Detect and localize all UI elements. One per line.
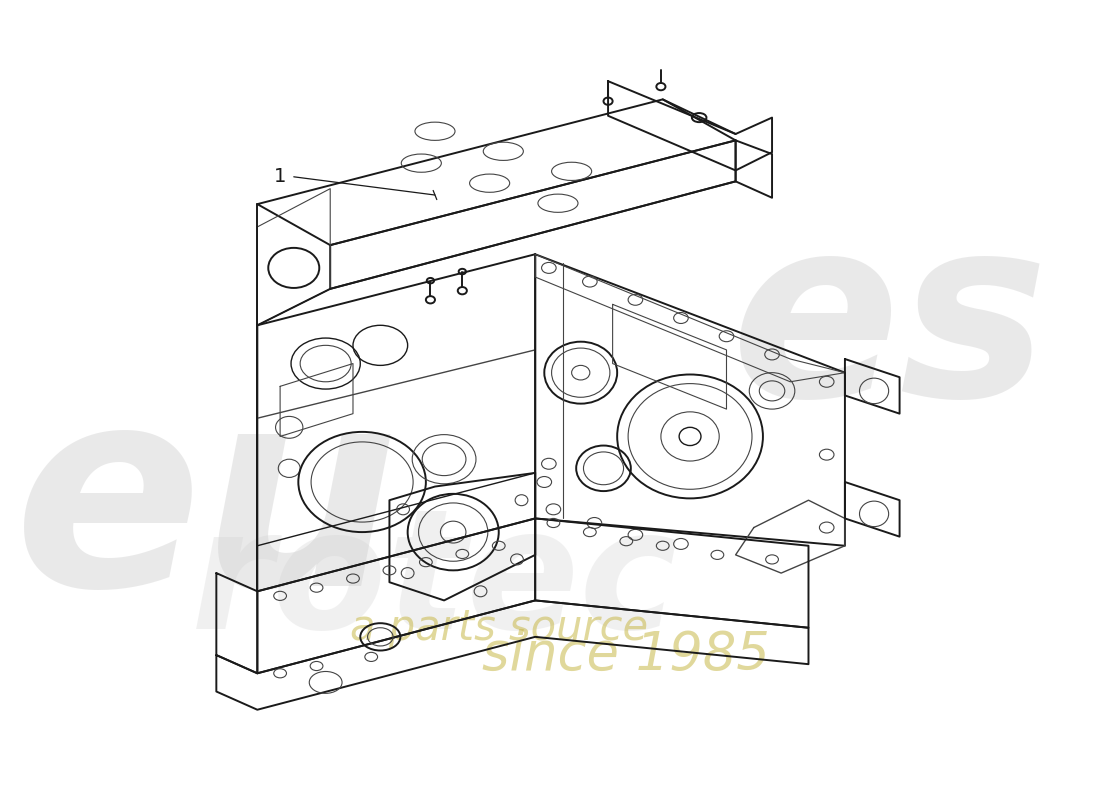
Text: a parts source: a parts source bbox=[350, 606, 648, 649]
Text: eu: eu bbox=[14, 374, 400, 644]
Text: rotec: rotec bbox=[191, 501, 679, 664]
Text: 1: 1 bbox=[274, 167, 286, 186]
Text: es: es bbox=[732, 206, 1049, 448]
Text: since 1985: since 1985 bbox=[483, 629, 770, 681]
